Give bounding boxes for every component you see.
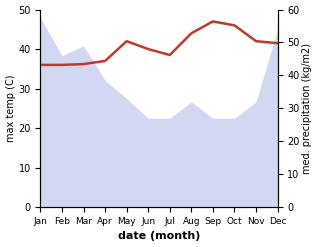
Y-axis label: max temp (C): max temp (C) [5, 75, 16, 142]
Y-axis label: med. precipitation (kg/m2): med. precipitation (kg/m2) [302, 43, 313, 174]
X-axis label: date (month): date (month) [118, 231, 200, 242]
